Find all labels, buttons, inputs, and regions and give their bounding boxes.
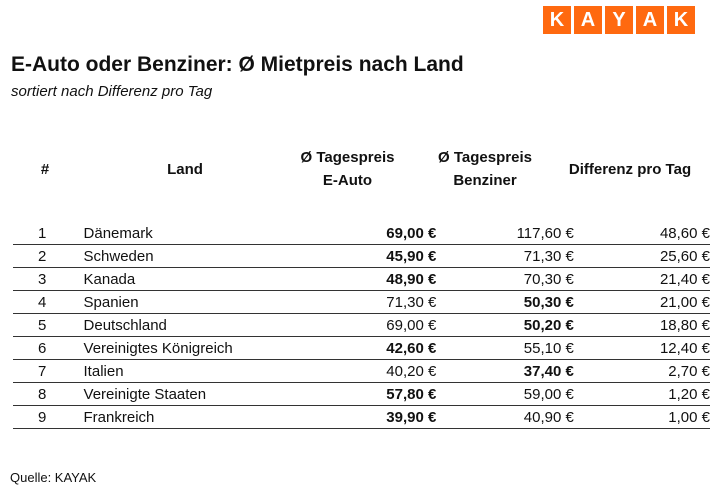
table-row: 2 Schweden 45,90 €71,30 €25,60 € bbox=[13, 244, 710, 268]
column-header-num: # bbox=[40, 161, 50, 178]
cell-rank: 9 bbox=[13, 405, 84, 429]
cell-benzin-price: 37,40 € bbox=[441, 359, 574, 383]
cell-difference: 18,80 € bbox=[573, 313, 710, 337]
column-header-diff: Differenz pro Tag bbox=[568, 161, 692, 178]
source-note: Quelle: KAYAK bbox=[10, 470, 97, 485]
cell-eauto-price: 71,30 € bbox=[274, 290, 442, 314]
cell-difference: 1,00 € bbox=[573, 405, 710, 429]
table-row: 4 Spanien 71,30 €50,30 €21,00 € bbox=[13, 290, 710, 314]
cell-rank: 7 bbox=[13, 359, 84, 383]
cell-benzin-price: 40,90 € bbox=[441, 405, 574, 429]
cell-rank: 5 bbox=[13, 313, 84, 337]
cell-country: Vereinigte Staaten bbox=[83, 382, 275, 406]
cell-eauto-price: 48,90 € bbox=[274, 267, 442, 291]
cell-benzin-price: 50,30 € bbox=[441, 290, 574, 314]
table-row: 9 Frankreich 39,90 €40,90 €1,00 € bbox=[13, 405, 710, 429]
cell-country: Spanien bbox=[83, 290, 275, 314]
column-header-eauto: Ø Tagespreis E-Auto bbox=[280, 146, 415, 192]
cell-difference: 21,40 € bbox=[573, 267, 710, 291]
cell-country: Dänemark bbox=[83, 222, 275, 245]
cell-eauto-price: 39,90 € bbox=[274, 405, 442, 429]
cell-benzin-price: 50,20 € bbox=[441, 313, 574, 337]
logo-letter: K bbox=[543, 6, 571, 34]
cell-country: Deutschland bbox=[83, 313, 275, 337]
kayak-logo: K A Y A K bbox=[543, 6, 695, 34]
table-row: 3 Kanada 48,90 €70,30 €21,40 € bbox=[13, 267, 710, 291]
column-header-benzin: Ø Tagespreis Benziner bbox=[415, 146, 555, 192]
cell-difference: 12,40 € bbox=[573, 336, 710, 360]
table-row: 5 Deutschland 69,00 €50,20 €18,80 € bbox=[13, 313, 710, 337]
cell-difference: 48,60 € bbox=[573, 222, 710, 245]
column-header-benzin-line2: Benziner bbox=[453, 172, 517, 189]
price-table: 1 Dänemark 69,00 €117,60 €48,60 €2 Schweden… bbox=[13, 222, 710, 429]
logo-letter: A bbox=[574, 6, 602, 34]
cell-benzin-price: 71,30 € bbox=[441, 244, 574, 268]
page-subtitle: sortiert nach Differenz pro Tag bbox=[11, 83, 213, 100]
cell-eauto-price: 42,60 € bbox=[274, 336, 442, 360]
cell-difference: 21,00 € bbox=[573, 290, 710, 314]
cell-benzin-price: 117,60 € bbox=[441, 222, 574, 245]
cell-country: Italien bbox=[83, 359, 275, 383]
logo-letter: K bbox=[667, 6, 695, 34]
cell-country: Vereinigtes Königreich bbox=[83, 336, 275, 360]
cell-benzin-price: 70,30 € bbox=[441, 267, 574, 291]
cell-rank: 8 bbox=[13, 382, 84, 406]
column-header-eauto-line1: Ø Tagespreis bbox=[300, 149, 395, 166]
cell-eauto-price: 69,00 € bbox=[274, 313, 442, 337]
cell-rank: 2 bbox=[13, 244, 84, 268]
cell-rank: 6 bbox=[13, 336, 84, 360]
cell-eauto-price: 40,20 € bbox=[274, 359, 442, 383]
cell-eauto-price: 45,90 € bbox=[274, 244, 442, 268]
cell-rank: 3 bbox=[13, 267, 84, 291]
column-header-eauto-line2: E-Auto bbox=[322, 172, 373, 189]
cell-country: Frankreich bbox=[83, 405, 275, 429]
cell-difference: 25,60 € bbox=[573, 244, 710, 268]
logo-letter: A bbox=[636, 6, 664, 34]
table-row: 6 Vereinigtes Königreich 42,60 €55,10 €12,… bbox=[13, 336, 710, 360]
page-title: E-Auto oder Benziner: Ø Mietpreis nach L… bbox=[11, 53, 464, 76]
table-row: 7 Italien 40,20 €37,40 €2,70 € bbox=[13, 359, 710, 383]
cell-benzin-price: 59,00 € bbox=[441, 382, 574, 406]
cell-rank: 1 bbox=[13, 222, 84, 245]
cell-rank: 4 bbox=[13, 290, 84, 314]
column-header-land: Land bbox=[167, 161, 203, 178]
cell-difference: 2,70 € bbox=[573, 359, 710, 383]
cell-eauto-price: 57,80 € bbox=[274, 382, 442, 406]
cell-country: Schweden bbox=[83, 244, 275, 268]
table-row: 8 Vereinigte Staaten 57,80 €59,00 €1,20 € bbox=[13, 382, 710, 406]
logo-letter: Y bbox=[605, 6, 633, 34]
cell-eauto-price: 69,00 € bbox=[274, 222, 442, 245]
cell-country: Kanada bbox=[83, 267, 275, 291]
cell-difference: 1,20 € bbox=[573, 382, 710, 406]
column-header-benzin-line1: Ø Tagespreis bbox=[438, 149, 532, 166]
cell-benzin-price: 55,10 € bbox=[441, 336, 574, 360]
table-row: 1 Dänemark 69,00 €117,60 €48,60 € bbox=[13, 222, 710, 245]
